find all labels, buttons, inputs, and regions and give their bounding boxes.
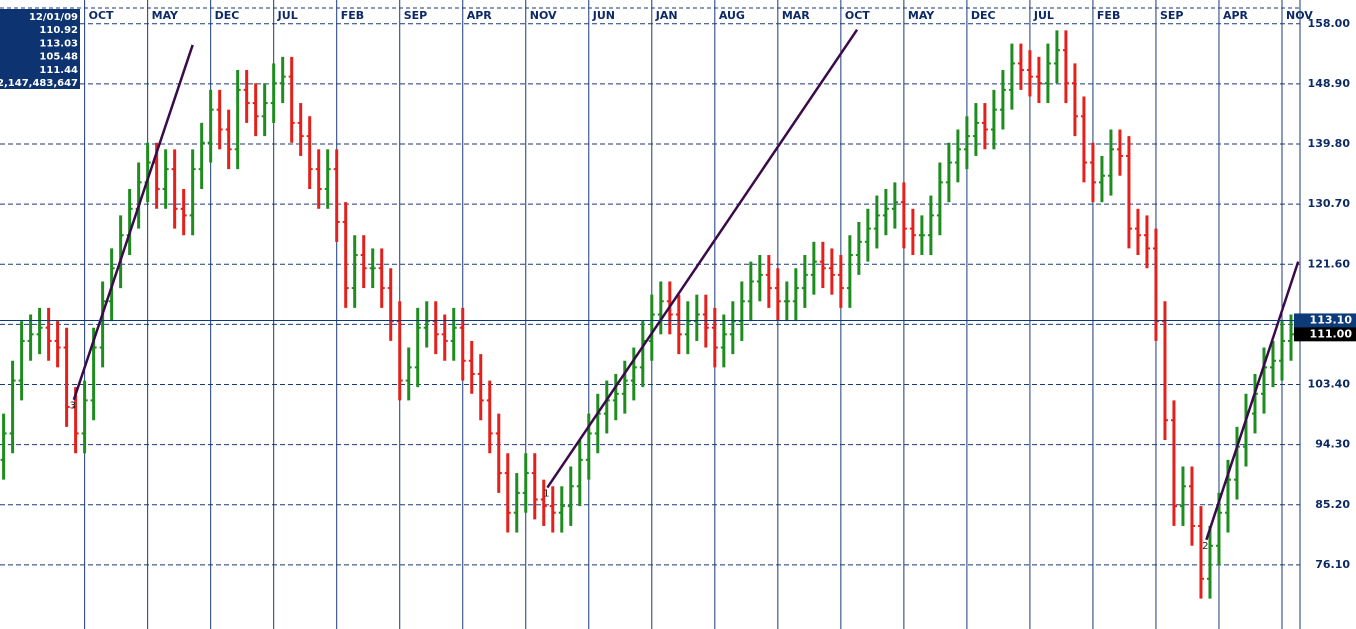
trendline xyxy=(72,44,194,401)
y-tick-label: 85.20 xyxy=(1315,498,1350,511)
trendline xyxy=(546,29,859,489)
x-tick-label: JUN xyxy=(592,9,615,22)
x-tick-label: AUG xyxy=(719,9,745,22)
info-value: 111.44 xyxy=(39,65,78,76)
y-tick-label: 76.10 xyxy=(1315,558,1350,571)
x-tick-label: DEC xyxy=(215,9,240,22)
x-tick-label: OCT xyxy=(845,9,870,22)
y-tick-label: 94.30 xyxy=(1315,438,1350,451)
x-tick-label: APR xyxy=(1223,9,1249,22)
info-value: 2,147,483,647 xyxy=(0,78,78,89)
info-value: 110.92 xyxy=(39,25,78,36)
trendline xyxy=(1205,261,1300,541)
x-tick-label: APR xyxy=(467,9,493,22)
x-tick-label: SEP xyxy=(1160,9,1184,22)
price-tag-label: 113.10 xyxy=(1310,313,1353,326)
x-tick-label: MAR xyxy=(782,9,810,22)
x-tick-label: JAN xyxy=(655,9,678,22)
y-tick-label: 148.90 xyxy=(1308,77,1351,90)
y-tick-label: 130.70 xyxy=(1308,197,1351,210)
x-tick-label: MAY xyxy=(908,9,935,22)
x-tick-label: OCT xyxy=(89,9,114,22)
x-tick-label: JUL xyxy=(1033,9,1054,22)
y-tick-label: 121.60 xyxy=(1308,257,1351,270)
price-tag-label: 111.00 xyxy=(1310,327,1353,340)
info-value: 105.48 xyxy=(39,52,78,63)
info-value: 12/01/09 xyxy=(29,12,78,23)
y-tick-label: 158.00 xyxy=(1308,17,1351,30)
info-value: 113.03 xyxy=(39,38,78,49)
info-box xyxy=(0,9,80,89)
x-tick-label: MAY xyxy=(152,9,179,22)
trendline-label: 2 xyxy=(1202,541,1208,552)
price-tag-box xyxy=(1294,327,1356,342)
x-tick-label: FEB xyxy=(341,9,364,22)
x-tick-label: FEB xyxy=(1097,9,1120,22)
trendline-label: 1 xyxy=(543,489,549,500)
trendline-label: 3 xyxy=(70,401,76,412)
x-tick-label: DEC xyxy=(971,9,996,22)
y-tick-label: 103.40 xyxy=(1308,378,1351,391)
x-tick-label: SEP xyxy=(404,9,428,22)
y-tick-label: 139.80 xyxy=(1308,137,1351,150)
x-tick-label: NOV xyxy=(530,9,557,22)
x-tick-label: JUL xyxy=(277,9,298,22)
price-tag-box xyxy=(1294,313,1356,328)
x-tick-label: NOV xyxy=(1286,9,1313,22)
